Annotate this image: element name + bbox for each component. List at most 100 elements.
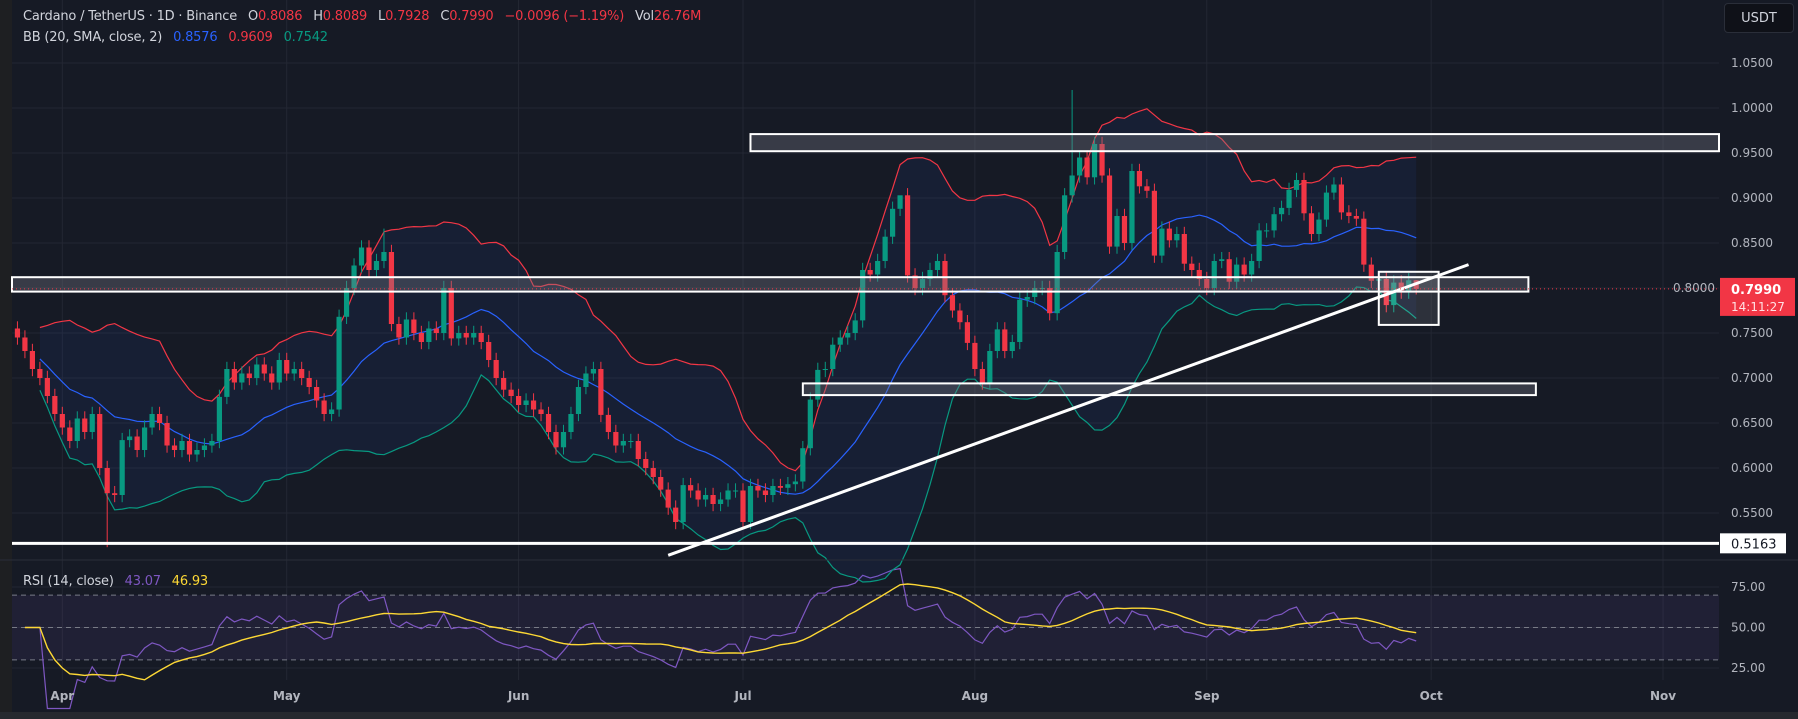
candle-down bbox=[1398, 282, 1404, 292]
candle-down bbox=[1136, 171, 1143, 187]
close-label: C bbox=[440, 9, 450, 24]
bottom-strip bbox=[0, 712, 1798, 719]
candle-down bbox=[1099, 144, 1105, 176]
candle-down bbox=[1346, 212, 1352, 216]
price-tick-label: 0.7500 bbox=[1731, 326, 1773, 340]
month-label: Jul bbox=[733, 689, 751, 703]
month-label: Nov bbox=[1650, 689, 1676, 703]
countdown-label: 14:11:27 bbox=[1731, 300, 1785, 314]
candle-up bbox=[1286, 189, 1292, 208]
candle-down bbox=[321, 400, 327, 414]
candle-up bbox=[747, 486, 754, 522]
candle-down bbox=[104, 468, 110, 494]
drawings[interactable] bbox=[11, 133, 1720, 557]
candle-up bbox=[1009, 342, 1015, 351]
candle-down bbox=[366, 247, 372, 270]
candle-down bbox=[112, 493, 118, 495]
candle-up bbox=[568, 414, 574, 432]
candle-up bbox=[822, 369, 828, 370]
candle-up bbox=[1293, 180, 1300, 190]
candle-up bbox=[127, 436, 133, 441]
candle-up bbox=[1256, 230, 1262, 261]
candle-up bbox=[1129, 171, 1135, 243]
bollinger-bands bbox=[39, 108, 1417, 583]
candle-up bbox=[815, 369, 821, 400]
candle-up bbox=[194, 450, 200, 455]
candle-down bbox=[164, 423, 170, 446]
candle-up bbox=[732, 490, 739, 492]
symbol-title[interactable]: Cardano / TetherUS · 1D · Binance bbox=[23, 9, 237, 24]
currency-button[interactable]: USDT bbox=[1724, 3, 1794, 33]
candle-up bbox=[179, 441, 185, 450]
candle-down bbox=[82, 418, 88, 432]
candle-up bbox=[1069, 175, 1075, 196]
candle-down bbox=[650, 468, 656, 477]
candle-up bbox=[224, 369, 230, 397]
candle-up bbox=[291, 369, 297, 374]
trendline[interactable] bbox=[667, 263, 1470, 557]
month-label: May bbox=[273, 689, 301, 703]
candle-up bbox=[1391, 282, 1397, 306]
candle-down bbox=[269, 373, 275, 383]
candle-down bbox=[972, 342, 978, 369]
candle-down bbox=[14, 328, 21, 338]
last-price-label: 0.7990 bbox=[1731, 283, 1781, 298]
candle-down bbox=[463, 333, 469, 338]
candle-down bbox=[1301, 180, 1307, 214]
low-label: L bbox=[378, 9, 386, 24]
resistance-zone-top[interactable] bbox=[749, 133, 1720, 153]
candle-up bbox=[770, 486, 776, 495]
support-price-label: 0.5163 bbox=[1731, 537, 1777, 552]
candle-down bbox=[979, 369, 985, 383]
candle-up bbox=[628, 441, 634, 442]
candle-up bbox=[119, 440, 125, 495]
candle-down bbox=[1181, 234, 1187, 264]
candle-down bbox=[59, 414, 65, 428]
candle-down bbox=[964, 322, 970, 343]
bb-lower-value: 0.7542 bbox=[283, 30, 328, 45]
legend-rsi[interactable]: RSI (14, close) 43.07 46.93 bbox=[23, 574, 208, 589]
price-tick-label: 0.6000 bbox=[1731, 461, 1773, 475]
support-zone-low[interactable] bbox=[801, 382, 1537, 397]
candle-up bbox=[590, 369, 596, 374]
open-label: O bbox=[247, 9, 258, 24]
candle-up bbox=[74, 418, 80, 441]
candle-up bbox=[575, 387, 582, 414]
candle-down bbox=[1204, 279, 1210, 288]
price-tick-label: 0.7000 bbox=[1731, 371, 1773, 385]
candle-down bbox=[740, 490, 746, 522]
candle-down bbox=[418, 333, 424, 342]
candle-up bbox=[807, 399, 813, 449]
candle-down bbox=[1121, 216, 1128, 243]
candle-down bbox=[486, 342, 492, 360]
candle-up bbox=[329, 409, 335, 414]
candle-down bbox=[508, 389, 514, 396]
support-price-badge bbox=[1720, 533, 1786, 554]
candle-up bbox=[1249, 261, 1255, 275]
high-value: 0.8089 bbox=[322, 9, 368, 24]
candle-up bbox=[239, 373, 245, 383]
volume-value: 26.76M bbox=[653, 9, 702, 24]
candle-down bbox=[1189, 263, 1195, 270]
rsi-pane[interactable] bbox=[12, 567, 1719, 710]
candle-up bbox=[336, 316, 342, 410]
candle-up bbox=[919, 279, 926, 288]
legend-bb[interactable]: BB (20, SMA, close, 2) 0.8576 0.9609 0.7… bbox=[23, 30, 328, 45]
candle-up bbox=[830, 344, 836, 369]
candle-up bbox=[1264, 230, 1270, 232]
zone-mid[interactable] bbox=[11, 276, 1530, 293]
candle-up bbox=[717, 499, 724, 504]
candle-up bbox=[381, 252, 387, 261]
candle-up bbox=[276, 360, 282, 383]
candle-down bbox=[314, 387, 320, 401]
candle-down bbox=[538, 409, 544, 414]
candle-up bbox=[1091, 144, 1098, 178]
candle-up bbox=[358, 247, 365, 266]
candle-down bbox=[553, 432, 559, 448]
rsi-ma-line bbox=[24, 583, 1417, 681]
candle-up bbox=[620, 441, 626, 446]
month-label: Sep bbox=[1194, 689, 1220, 703]
candle-up bbox=[800, 448, 806, 482]
bb-fill bbox=[39, 108, 1417, 583]
